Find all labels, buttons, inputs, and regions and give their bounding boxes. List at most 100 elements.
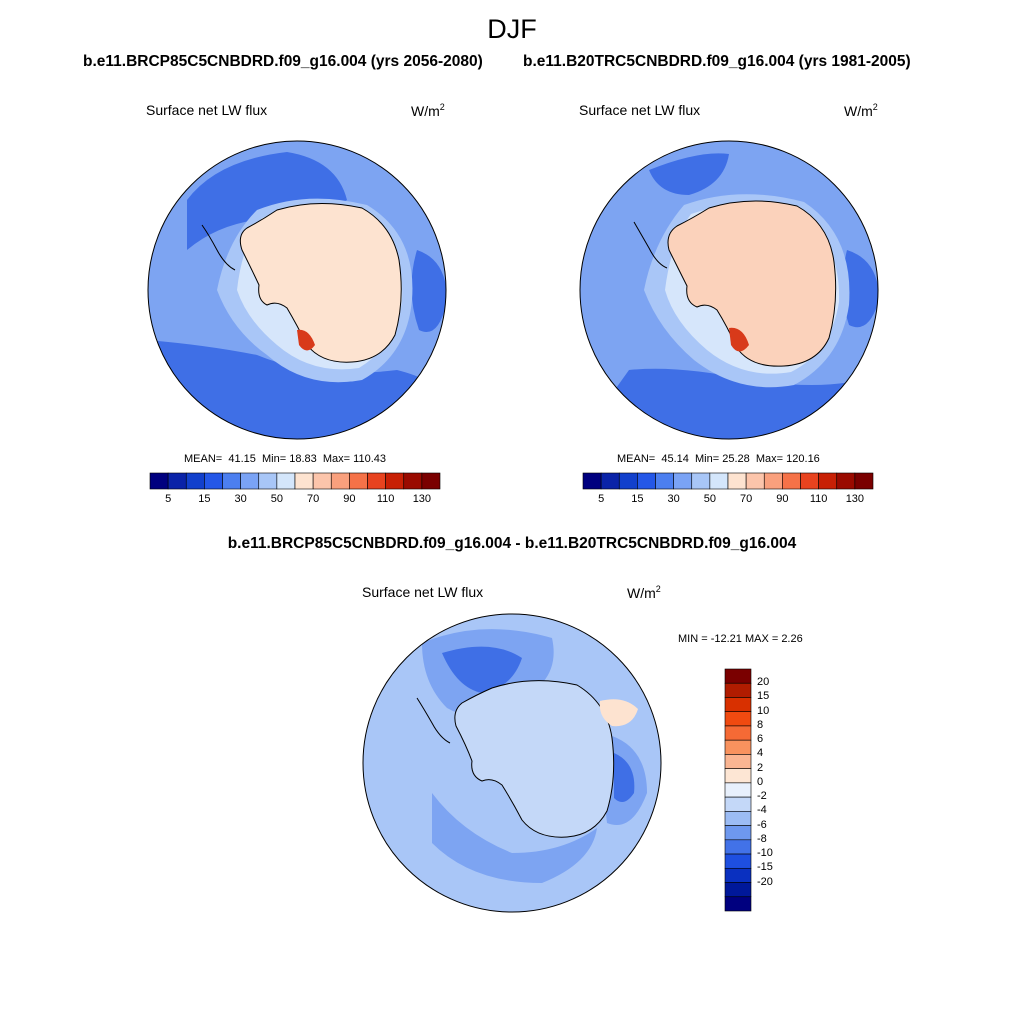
colorbar-swatch	[782, 472, 801, 490]
ocean-deep-region	[649, 153, 729, 195]
colorbar-swatch	[240, 472, 260, 490]
strong-negative-anomaly	[614, 753, 635, 802]
colorbar-tick-label: -4	[757, 804, 767, 817]
colorbar-swatch	[724, 725, 752, 741]
map-border	[147, 140, 447, 440]
colorbar-tick-label: -10	[757, 847, 773, 860]
colorbar-swatch	[673, 472, 693, 490]
colorbar-swatch	[724, 782, 752, 798]
colorbar-tick-label: 70	[740, 493, 753, 505]
colorbar-tick-label: 15	[757, 690, 770, 703]
colorbar-swatch	[724, 825, 752, 841]
colorbar-swatch	[724, 697, 752, 713]
right-colorbar	[582, 472, 874, 490]
colorbar-tick-label: 20	[757, 676, 770, 689]
colorbar-tick-label: 30	[234, 493, 247, 505]
colorbar-tick-label: 50	[270, 493, 283, 505]
colorbar-swatch	[724, 739, 752, 755]
colorbar-swatch	[276, 472, 296, 490]
colorbar-swatch	[724, 754, 752, 769]
warm-anomaly-spot	[729, 327, 749, 352]
colorbar-swatch	[312, 472, 332, 490]
colorbar-swatch	[724, 768, 752, 784]
colorbar-swatch	[600, 472, 620, 490]
left-stats: MEAN= 41.15 Min= 18.83 Max= 110.43	[184, 453, 386, 465]
colorbar-tick-label: 4	[757, 747, 764, 760]
positive-anomaly-spot	[599, 699, 638, 727]
left-panel-title: b.e11.BRCP85C5CNBDRD.f09_g16.004 (yrs 20…	[83, 53, 483, 70]
ocean-deep-region	[148, 340, 446, 439]
colorbar-swatch	[349, 472, 368, 490]
colorbar-swatch	[724, 796, 752, 812]
colorbar-swatch	[691, 472, 711, 490]
colorbar-tick-label: 2	[757, 761, 764, 774]
page-title: DJF	[487, 14, 537, 44]
colorbar-swatch	[724, 682, 752, 698]
colorbar-swatch	[724, 867, 752, 883]
diff-colorbar	[724, 668, 752, 912]
colorbar-tick-label: 130	[412, 493, 432, 505]
colorbar-swatch	[421, 472, 441, 490]
ocean-deep-region	[187, 152, 347, 250]
colorbar-swatch	[385, 472, 405, 490]
colorbar-swatch	[403, 472, 423, 490]
colorbar-swatch	[637, 472, 656, 490]
negative-anomaly-region	[432, 793, 597, 883]
colorbar-tick-label: 8	[757, 718, 764, 731]
colorbar-tick-label: 110	[376, 493, 395, 505]
right-variable-label: Surface net LW flux	[579, 102, 701, 118]
colorbar-tick-label: -2	[757, 790, 767, 803]
colorbar-swatch	[724, 853, 752, 869]
colorbar-swatch	[854, 472, 874, 490]
colorbar-swatch	[763, 472, 783, 490]
colorbar-tick-label: -8	[757, 832, 767, 845]
colorbar-swatch	[724, 896, 752, 912]
colorbar-swatch	[655, 472, 674, 490]
right-polar-map	[579, 140, 879, 440]
diff-panel-title: b.e11.BRCP85C5CNBDRD.f09_g16.004 - b.e11…	[227, 535, 797, 552]
colorbar-swatch	[727, 472, 747, 490]
left-units-label: W/m2	[411, 102, 445, 119]
colorbar-swatch	[724, 811, 752, 826]
colorbar-swatch	[258, 472, 278, 490]
left-polar-map	[147, 140, 447, 440]
map-border	[579, 140, 879, 440]
colorbar-swatch	[724, 882, 752, 898]
colorbar-swatch	[367, 472, 386, 490]
colorbar-swatch	[294, 472, 314, 490]
colorbar-tick-label: 130	[845, 493, 865, 505]
colorbar-swatch	[724, 668, 752, 684]
peninsula-coastline	[201, 224, 236, 271]
colorbar-tick-label: 90	[343, 493, 356, 505]
ocean-deep-region	[411, 250, 446, 332]
colorbar-swatch	[582, 472, 602, 490]
colorbar-swatch	[724, 839, 752, 855]
colorbar-swatch	[167, 472, 187, 490]
left-variable-label: Surface net LW flux	[146, 102, 268, 118]
diff-variable-label: Surface net LW flux	[362, 584, 484, 600]
colorbar-swatch	[709, 472, 729, 490]
diff-minmax: MIN = -12.21 MAX = 2.26	[678, 633, 803, 645]
left-colorbar	[149, 472, 441, 490]
strong-negative-anomaly	[442, 646, 522, 693]
colorbar-swatch	[222, 472, 241, 490]
colorbar-tick-label: 5	[598, 493, 605, 505]
right-panel-title: b.e11.B20TRC5CNBDRD.f09_g16.004 (yrs 198…	[523, 53, 911, 70]
colorbar-tick-label: 10	[757, 704, 770, 717]
warm-anomaly-spot	[297, 329, 315, 351]
colorbar-tick-label: 5	[165, 493, 172, 505]
colorbar-swatch	[724, 711, 752, 727]
colorbar-tick-label: 110	[809, 493, 828, 505]
colorbar-tick-label: -20	[757, 875, 773, 888]
peninsula-coastline	[633, 221, 668, 269]
right-stats: MEAN= 45.14 Min= 25.28 Max= 120.16	[617, 453, 820, 465]
peninsula-coastline	[416, 697, 451, 744]
colorbar-swatch	[185, 472, 205, 490]
colorbar-tick-label: 50	[703, 493, 716, 505]
diff-polar-map	[362, 613, 662, 913]
colorbar-tick-label: 15	[198, 493, 211, 505]
colorbar-tick-label: 90	[776, 493, 789, 505]
map-border	[362, 613, 662, 913]
colorbar-swatch	[204, 472, 223, 490]
colorbar-swatch	[800, 472, 819, 490]
